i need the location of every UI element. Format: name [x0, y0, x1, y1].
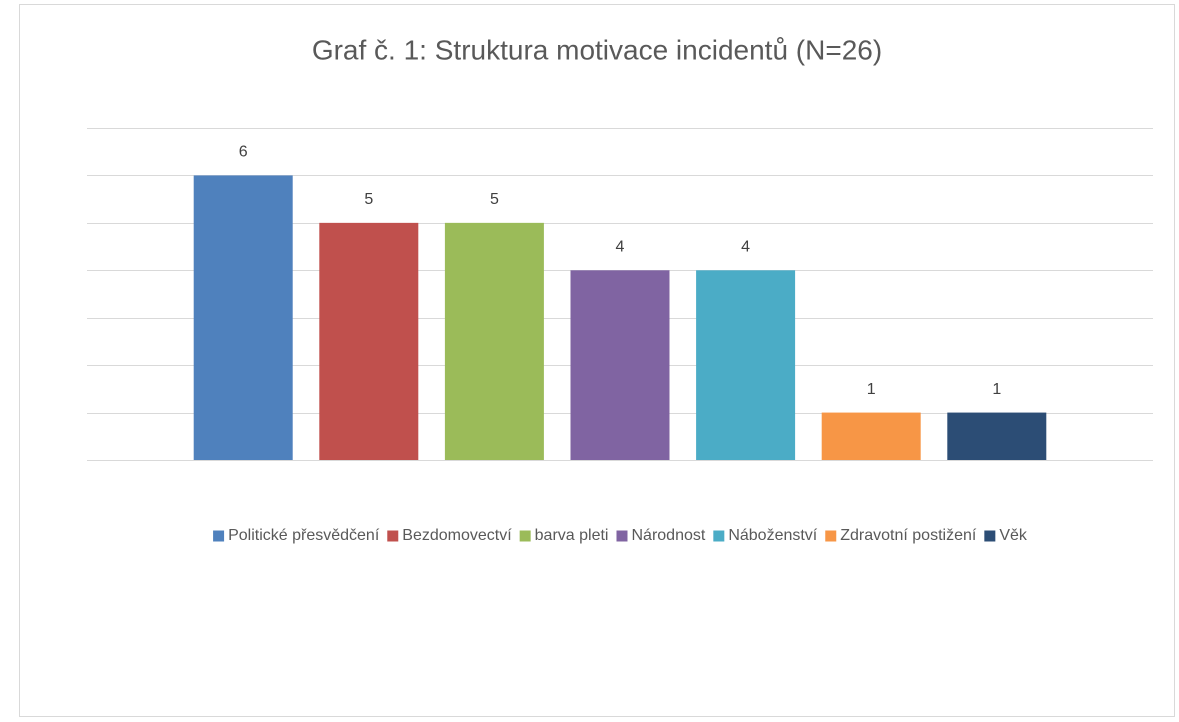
bar — [319, 222, 419, 460]
value-label: 1 — [992, 381, 1001, 398]
legend-swatch — [387, 530, 399, 542]
chart-title: Graf č. 1: Struktura motivace incidentů … — [312, 34, 882, 65]
bar — [821, 412, 921, 460]
bar — [444, 222, 544, 460]
legend-label: Národnost — [631, 527, 705, 544]
value-label: 4 — [616, 239, 625, 256]
legend-label: barva pleti — [535, 527, 609, 544]
legend-swatch — [713, 530, 725, 542]
bar — [193, 175, 293, 460]
bar — [570, 270, 670, 460]
value-label: 5 — [364, 191, 373, 208]
legend-swatch — [984, 530, 996, 542]
value-label: 5 — [490, 191, 499, 208]
value-label: 1 — [867, 381, 876, 398]
legend-swatch — [213, 530, 225, 542]
bar — [947, 412, 1047, 460]
legend-swatch — [616, 530, 628, 542]
bar — [696, 270, 796, 460]
legend-swatch — [825, 530, 837, 542]
legend-swatch — [519, 530, 531, 542]
value-label: 4 — [741, 239, 750, 256]
legend-label: Politické přesvědčení — [228, 527, 380, 544]
legend-label: Věk — [999, 527, 1028, 544]
legend-label: Náboženství — [728, 527, 817, 544]
legend-label: Bezdomovectví — [402, 527, 512, 544]
value-label: 6 — [239, 144, 248, 161]
legend-label: Zdravotní postižení — [840, 527, 977, 544]
